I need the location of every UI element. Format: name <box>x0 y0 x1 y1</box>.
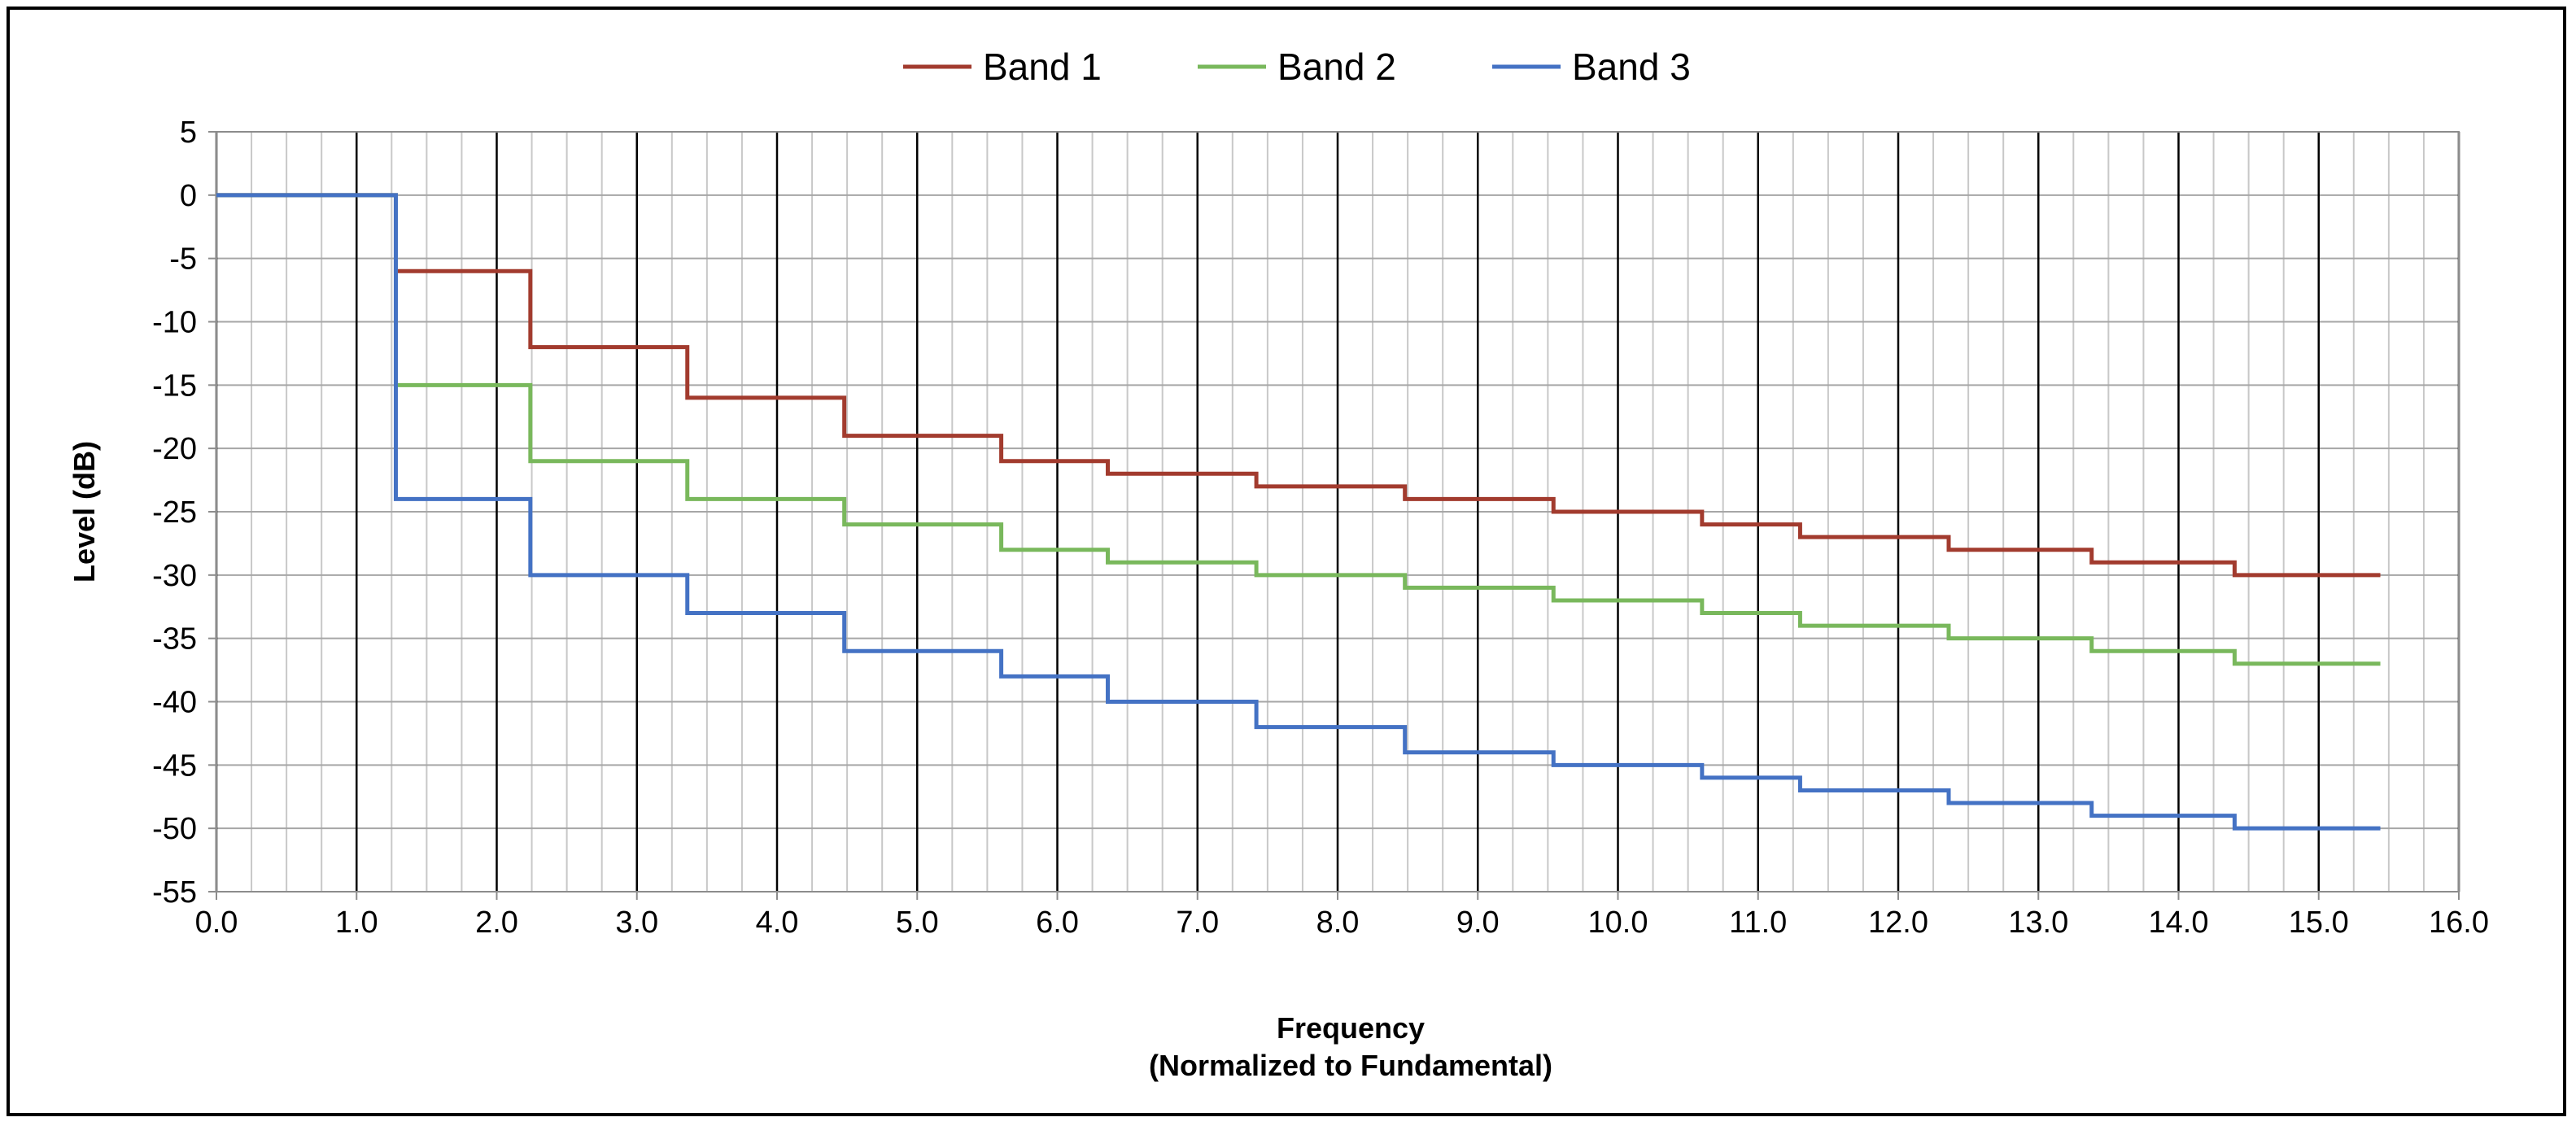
y-tick-label: -15 <box>152 369 197 403</box>
x-tick-label: 15.0 <box>2289 906 2349 940</box>
y-tick-label: -55 <box>152 875 197 910</box>
y-tick-label: -5 <box>169 242 197 277</box>
series-line-band-3 <box>216 193 2381 831</box>
legend: Band 1 Band 2 Band 3 <box>903 46 1691 88</box>
x-tick-label: 9.0 <box>1456 906 1500 940</box>
legend-label-band-2: Band 2 <box>1277 46 1396 88</box>
y-tick-label: -35 <box>152 622 197 657</box>
legend-label-band-1: Band 1 <box>983 46 1102 88</box>
series-line-band-1 <box>216 193 2381 578</box>
x-tick-label: 13.0 <box>2008 906 2068 940</box>
x-tick-label: 11.0 <box>1729 906 1787 940</box>
x-tick-label: 3.0 <box>615 906 658 940</box>
x-axis-title: Frequency <box>1277 1011 1425 1045</box>
x-tick-label: 14.0 <box>2149 906 2209 940</box>
y-tick-label: -45 <box>152 748 197 783</box>
x-tick-label: 2.0 <box>475 906 518 940</box>
series-line-band-2 <box>216 193 2381 666</box>
y-tick-label: 0 <box>180 179 197 213</box>
x-tick-label: 16.0 <box>2429 906 2489 940</box>
y-tick-label: -50 <box>152 812 197 846</box>
series-lines <box>216 193 2381 831</box>
y-tick-label: -30 <box>152 559 197 593</box>
y-axis-title: Level (dB) <box>68 441 101 583</box>
y-tick-label: -20 <box>152 432 197 466</box>
y-tick-label: -10 <box>152 306 197 340</box>
x-tick-label: 4.0 <box>756 906 799 940</box>
x-axis-subtitle: (Normalized to Fundamental) <box>1149 1049 1552 1082</box>
x-tick-label: 6.0 <box>1036 906 1079 940</box>
major-grid <box>215 131 2460 893</box>
y-tick-label: -25 <box>152 495 197 530</box>
x-tick-label: 1.0 <box>335 906 378 940</box>
y-tick-label: -40 <box>152 686 197 720</box>
chart: 5 0 -5 -10 -15 -20 -25 -30 -35 -40 -45 -50 -55 0.0 1.… <box>68 46 2489 1082</box>
legend-label-band-3: Band 3 <box>1572 46 1691 88</box>
x-tick-label: 10.0 <box>1588 906 1648 940</box>
x-tick-label: 8.0 <box>1316 906 1360 940</box>
x-tick-label: 0.0 <box>195 906 238 940</box>
y-tick-label: 5 <box>180 116 197 150</box>
x-tick-label: 7.0 <box>1176 906 1219 940</box>
x-axis-ticks: 0.0 1.0 2.0 3.0 4.0 5.0 6.0 7.0 8.0 9.0 10.0 11.0 12… <box>195 892 2489 940</box>
y-axis-ticks: 5 0 -5 -10 -15 -20 -25 -30 -35 -40 -45 -50 -55 <box>152 116 216 910</box>
x-tick-label: 5.0 <box>896 906 939 940</box>
chart-frame: 5 0 -5 -10 -15 -20 -25 -30 -35 -40 -45 -50 -55 0.0 1.… <box>7 7 2566 1116</box>
x-tick-label: 12.0 <box>1868 906 1928 940</box>
